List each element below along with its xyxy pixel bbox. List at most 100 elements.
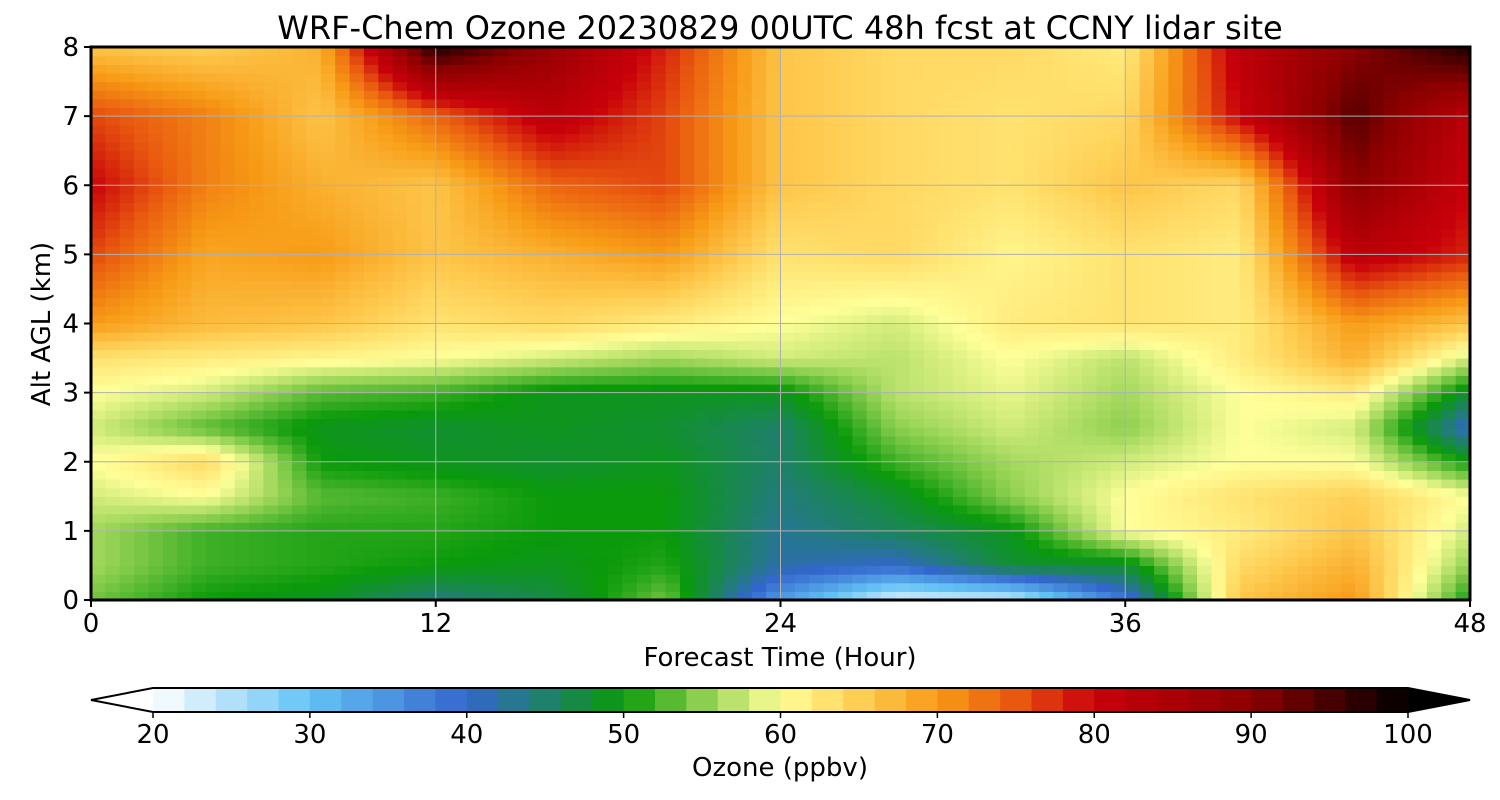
heatmap-cell [608,167,624,178]
heatmap-cell [392,565,408,575]
heatmap-cell [1455,193,1471,204]
heatmap-cell [679,271,695,281]
heatmap-cell [823,582,839,592]
heatmap-cell [1311,418,1327,428]
heatmap-cell [335,548,351,558]
heatmap-cell [550,263,566,273]
heatmap-cell [421,297,437,307]
heatmap-cell [277,487,293,497]
heatmap-cell [1096,202,1112,212]
heatmap-cell [766,349,782,359]
heatmap-cell [1412,461,1428,471]
heatmap-cell [1139,211,1155,221]
heatmap-cell [1096,513,1112,523]
heatmap-cell [378,375,394,385]
heatmap-cell [895,513,911,523]
heatmap-cell [981,565,997,575]
heatmap-cell [1039,254,1055,264]
heatmap-cell [249,427,264,437]
heatmap-cell [608,548,624,558]
heatmap-cell [1383,211,1399,221]
heatmap-cell [1110,349,1126,359]
heatmap-cell [220,167,236,178]
heatmap-cell [363,444,379,454]
heatmap-cell [1082,487,1098,497]
heatmap-cell [909,513,925,523]
heatmap-cell [1053,453,1069,463]
heatmap-cell [277,591,293,601]
heatmap-cell [881,314,897,325]
heatmap-cell [852,383,868,394]
heatmap-cell [1211,159,1227,169]
heatmap-cell [952,280,968,290]
heatmap-cell [1326,392,1342,402]
heatmap-cell [1311,288,1327,299]
heatmap-cell [679,513,695,523]
heatmap-cell [493,211,509,221]
heatmap-cell [995,211,1011,221]
heatmap-cell [450,530,466,541]
heatmap-cell [1039,323,1055,333]
heatmap-cell [895,565,911,575]
heatmap-cell [1240,202,1256,212]
heatmap-cell [565,435,580,446]
heatmap-cell [1412,332,1428,342]
heatmap-cell [550,504,566,515]
heatmap-cell [234,504,250,515]
heatmap-cell [1283,409,1299,420]
heatmap-cell [1412,504,1428,515]
heatmap-cell [809,349,825,359]
heatmap-cell [694,409,710,420]
heatmap-cell [1340,332,1356,342]
heatmap-cell [1139,504,1155,515]
heatmap-cell [306,435,322,446]
heatmap-cell [134,539,150,549]
heatmap-cell [1211,150,1227,160]
heatmap-cell [1168,375,1184,385]
heatmap-cell [794,202,810,212]
heatmap-cell [881,340,897,351]
heatmap-cell [895,176,911,186]
heatmap-cell [450,401,466,411]
heatmap-cell [622,185,638,195]
heatmap-cell [1240,323,1256,333]
heatmap-cell [881,306,897,316]
heatmap-cell [162,556,178,567]
heatmap-cell [924,470,940,480]
heatmap-cell [335,228,351,238]
heatmap-cell [924,176,940,186]
heatmap-cell [1268,383,1284,394]
heatmap-cell [967,280,983,290]
heatmap-cell [1067,409,1083,420]
heatmap-cell [521,150,537,160]
heatmap-cell [622,582,638,592]
heatmap-cell [1268,392,1284,402]
heatmap-cell [579,582,595,592]
heatmap-cell [220,193,236,204]
heatmap-cell [507,202,523,212]
heatmap-cell [938,479,954,489]
heatmap-cell [162,288,178,299]
heatmap-cell [550,245,566,255]
heatmap-cell [1110,479,1126,489]
heatmap-cell [1096,383,1112,394]
heatmap-cell [881,539,897,549]
heatmap-cell [1024,383,1040,394]
heatmap-cell [1125,219,1141,230]
heatmap-cell [837,228,853,238]
heatmap-cell [1426,427,1442,437]
heatmap-cell [866,470,882,480]
heatmap-cell [134,254,150,264]
heatmap-cell [306,263,322,273]
heatmap-cell [665,167,681,178]
heatmap-cell [1010,193,1026,204]
heatmap-cell [636,530,652,541]
heatmap-cell [263,574,279,584]
heatmap-cell [866,185,882,195]
heatmap-cell [306,565,322,575]
heatmap-cell [292,401,308,411]
heatmap-cell [378,314,394,325]
heatmap-cell [378,185,394,195]
heatmap-cell [679,556,695,567]
heatmap-cell [565,314,580,325]
